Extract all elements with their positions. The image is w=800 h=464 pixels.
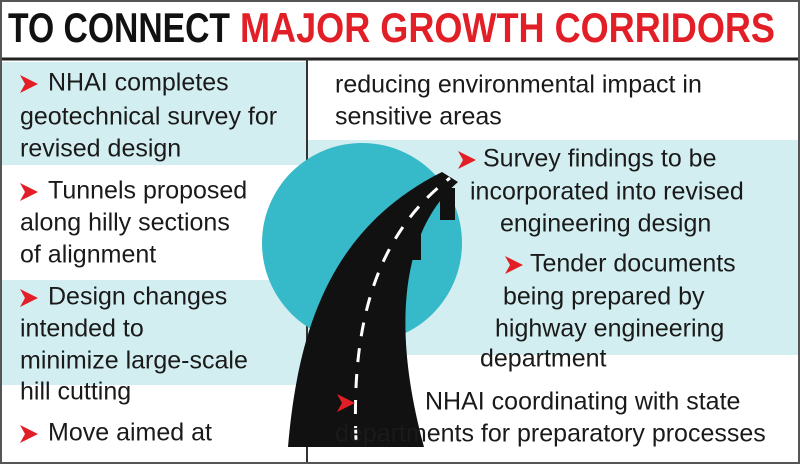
text-line: departments for preparatory processes xyxy=(335,420,766,448)
text-line: reducing environmental impact in xyxy=(335,71,702,99)
bullet-arrow xyxy=(337,394,355,412)
band xyxy=(0,280,307,385)
bullet-arrow xyxy=(505,256,523,274)
bullet-arrow xyxy=(20,75,38,93)
title-black: TO CONNECT xyxy=(8,4,230,51)
text-line: department xyxy=(480,345,607,373)
text-line: sensitive areas xyxy=(335,103,502,131)
text-line: Design changes xyxy=(48,283,227,311)
text-line: minimize large-scale xyxy=(20,347,248,375)
bullet-arrow xyxy=(458,151,476,169)
text-line: of alignment xyxy=(20,241,156,269)
text-line: incorporated into revised xyxy=(470,178,744,206)
band xyxy=(0,62,307,165)
text-line: hill cutting xyxy=(20,378,131,406)
road-marking xyxy=(353,176,451,441)
text-line: NHAI coordinating with state xyxy=(425,388,740,416)
text-line: Tender documents xyxy=(530,250,736,278)
road-icon xyxy=(262,143,462,447)
bullet-arrow xyxy=(20,425,38,443)
text-line: Tunnels proposed xyxy=(48,177,247,205)
bullet-arrow xyxy=(20,289,38,307)
text-line: along hilly sections xyxy=(20,209,230,237)
title-red: MAJOR GROWTH CORRIDORS xyxy=(240,4,775,51)
text-line: geotechnical survey for xyxy=(20,103,277,131)
text-line: revised design xyxy=(20,135,181,163)
bullet-arrow xyxy=(20,183,38,201)
text-line: intended to xyxy=(20,315,144,343)
arrows xyxy=(20,75,523,443)
text-line: Move aimed at xyxy=(48,419,212,447)
pillar xyxy=(440,188,455,220)
text-line: engineering design xyxy=(500,210,711,238)
text-line: highway engineering xyxy=(495,315,724,343)
text-line: NHAI completes xyxy=(48,69,229,97)
text-line: Survey findings to be xyxy=(483,145,716,173)
text-line: being prepared by xyxy=(503,283,705,311)
pillar xyxy=(406,222,421,260)
